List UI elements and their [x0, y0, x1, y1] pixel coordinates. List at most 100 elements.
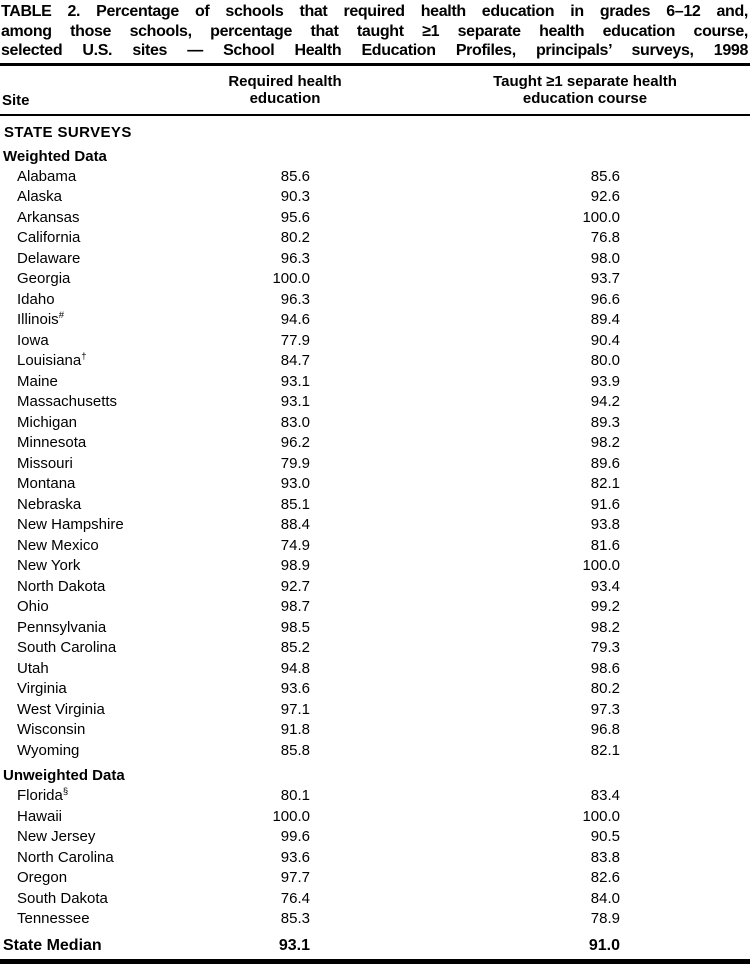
table-header: Site Required health education Taught ≥1…: [0, 66, 750, 114]
required-value: 83.0: [280, 413, 310, 431]
table-row: Virginia 93.6 80.2: [0, 679, 750, 700]
required-value: 100.0: [272, 807, 310, 825]
site-name: Utah: [17, 659, 49, 677]
column-header-required-line2: education: [249, 89, 321, 107]
table-row: Wyoming 85.8 82.1: [0, 741, 750, 762]
required-value: 93.6: [280, 680, 310, 697]
site-name: West Virginia: [17, 700, 105, 718]
table-row: Idaho 96.3 96.6: [0, 290, 750, 311]
required-value: 85.3: [280, 910, 310, 927]
taught-value: 90.4: [590, 331, 620, 349]
taught-value: 100.0: [582, 557, 620, 574]
site-name: Missouri: [17, 454, 73, 472]
table-row: Georgia 100.0 93.7: [0, 269, 750, 290]
required-value: 80.2: [280, 229, 310, 246]
table-row: Minnesota 96.2 98.2: [0, 433, 750, 454]
taught-value: 81.6: [590, 536, 620, 554]
table-row: Ohio 98.7 99.2: [0, 597, 750, 618]
column-header-required-line1: Required health: [228, 72, 342, 90]
required-value: 84.7: [280, 352, 310, 369]
column-header-taught: Taught ≥1 separate health education cour…: [445, 73, 725, 107]
section-header-state-surveys: STATE SURVEYS: [4, 123, 132, 141]
taught-value: 80.0: [590, 352, 620, 369]
state-median-taught-value: 91.0: [588, 936, 620, 954]
taught-value: 93.8: [590, 516, 620, 533]
site-name: Illinois#: [17, 310, 64, 328]
taught-value: 82.1: [590, 475, 620, 492]
site-name: New Jersey: [17, 828, 96, 845]
required-value: 85.8: [280, 741, 310, 759]
taught-value: 78.9: [590, 910, 620, 927]
table-row: Illinois# 94.6 89.4: [0, 310, 750, 331]
site-name: California: [17, 229, 81, 246]
required-value: 95.6: [280, 208, 310, 226]
taught-value: 76.8: [590, 229, 620, 246]
required-value: 93.6: [280, 848, 310, 866]
footnote-marker: †: [81, 351, 87, 362]
table-row: Massachusetts 93.1 94.2: [0, 392, 750, 413]
required-value: 98.5: [280, 618, 310, 636]
site-name: Nebraska: [17, 495, 82, 513]
required-value: 85.1: [280, 495, 310, 513]
required-value: 76.4: [280, 889, 310, 907]
taught-value: 100.0: [582, 208, 620, 226]
footnote-marker: §: [62, 786, 69, 797]
site-name: Hawaii: [17, 807, 63, 825]
site-name: Massachusetts: [17, 393, 118, 410]
table-title-line-1: TABLE 2. Percentage of schools that requ…: [1, 3, 748, 20]
required-value: 94.8: [280, 659, 310, 677]
site-name: Pennsylvania: [17, 618, 107, 636]
table-row: New York 98.9 100.0: [0, 556, 750, 577]
table-row: Utah 94.8 98.6: [0, 659, 750, 680]
taught-value: 82.1: [590, 741, 620, 759]
site-name: Montana: [17, 475, 76, 492]
taught-value: 96.6: [590, 290, 620, 308]
site-name: Ohio: [17, 598, 49, 615]
required-value: 77.9: [280, 331, 310, 349]
taught-value: 85.6: [590, 167, 620, 185]
state-median-label: State Median: [3, 936, 102, 954]
table-row: New Hampshire 88.4 93.8: [0, 515, 750, 536]
taught-value: 83.4: [590, 787, 620, 804]
state-median-row: State Median 93.1 91.0: [0, 936, 750, 957]
table-title: TABLE 2. Percentage of schools that requ…: [0, 0, 750, 61]
taught-value: 99.2: [590, 598, 620, 615]
table-row: South Carolina 85.2 79.3: [0, 638, 750, 659]
required-value: 88.4: [280, 516, 310, 533]
site-name: South Carolina: [17, 639, 117, 656]
bottom-rule: [0, 959, 750, 964]
taught-value: 92.6: [590, 188, 620, 205]
state-median-required-value: 93.1: [278, 936, 310, 954]
required-value: 92.7: [280, 577, 310, 595]
taught-value: 97.3: [590, 700, 620, 718]
table-body: STATE SURVEYS Weighted Data Alabama 85.6 85…: [0, 123, 750, 930]
required-value: 80.1: [280, 787, 310, 804]
site-name: New York: [17, 557, 81, 574]
site-name: Maine: [17, 372, 58, 390]
table-row: North Carolina 93.6 83.8: [0, 848, 750, 869]
site-name: Oregon: [17, 869, 68, 886]
table-title-line-3: selected U.S. sites — School Health Educ…: [1, 42, 748, 59]
table-row: Nebraska 85.1 91.6: [0, 495, 750, 516]
title-rule: [0, 62, 750, 66]
site-name: Georgia: [17, 270, 71, 287]
table-row: Iowa 77.9 90.4: [0, 331, 750, 352]
taught-value: 94.2: [590, 393, 620, 410]
column-header-taught-line2: education course: [522, 89, 648, 107]
required-value: 100.0: [272, 270, 310, 287]
required-value: 98.9: [280, 557, 310, 574]
taught-value: 98.0: [590, 249, 620, 267]
taught-value: 96.8: [590, 721, 620, 738]
table-row: Montana 93.0 82.1: [0, 474, 750, 495]
table-row: Tennessee 85.3 78.9: [0, 909, 750, 930]
required-value: 85.6: [280, 167, 310, 185]
required-value: 97.7: [280, 869, 310, 886]
site-name: Virginia: [17, 680, 67, 697]
taught-value: 89.3: [590, 413, 620, 431]
required-value: 93.1: [280, 372, 310, 390]
taught-value: 93.4: [590, 577, 620, 595]
table-row: North Dakota 92.7 93.4: [0, 577, 750, 598]
required-value: 74.9: [280, 536, 310, 554]
required-value: 93.0: [280, 475, 310, 492]
taught-value: 90.5: [590, 828, 620, 845]
